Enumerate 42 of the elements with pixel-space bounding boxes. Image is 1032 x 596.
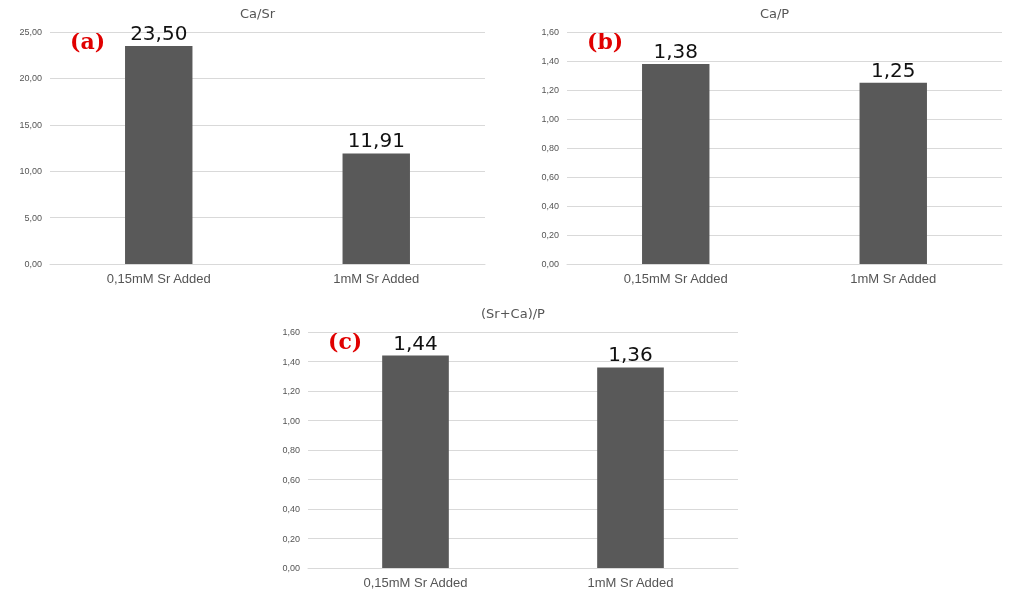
y-tick-label: 5,00 [24,212,42,223]
y-tick-label: 20,00 [19,73,42,84]
y-tick-label: 0,20 [541,230,559,240]
data-label: 11,91 [347,128,405,153]
x-tick-label: 0,15mM Sr Added [106,271,211,286]
x-tick-label: 1mM Sr Added [333,271,420,286]
data-label: 1,25 [870,57,916,82]
y-tick-label: 1,00 [282,415,300,426]
y-tick-label: 15,00 [19,119,42,130]
y-tick-label: 0,80 [541,143,559,153]
y-tick-label: 0,00 [541,259,559,269]
chart-title: Ca/P [759,6,790,21]
y-tick-label: 0,00 [282,563,300,573]
y-tick-label: 0,40 [282,504,300,514]
y-tick-label: 1,40 [541,56,559,66]
chart-title: Ca/Sr [239,6,276,21]
data-label: 1,44 [393,330,438,355]
data-label: 1,38 [653,38,699,63]
y-tick-label: 0,20 [282,533,300,544]
x-tick-label: 0,15mM Sr Added [363,575,468,590]
x-tick-label: 1mM Sr Added [850,271,937,286]
x-tick-label: 0,15mM Sr Added [623,271,728,286]
y-tick-label: 1,60 [541,27,559,37]
y-tick-label: 0,80 [282,445,300,455]
data-label: 23,50 [130,20,188,45]
y-tick-label: 1,60 [282,327,300,337]
x-tick-label: 1mM Sr Added [587,575,674,590]
chart-title: (Sr+Ca)/P [481,306,546,321]
y-tick-label: 1,40 [282,356,300,367]
y-tick-label: 1,20 [282,386,300,396]
y-tick-label: 1,20 [541,85,559,95]
annotation: (a) [70,28,106,54]
y-tick-label: 10,00 [19,166,42,177]
y-tick-label: 0,60 [282,474,300,485]
annotation: (c) [328,328,363,354]
data-label: 1,36 [608,342,653,367]
y-tick-label: 0,40 [541,201,559,211]
y-tick-label: 25,00 [19,27,42,37]
y-tick-label: 0,00 [24,259,42,269]
y-tick-label: 0,60 [541,172,559,182]
y-tick-label: 1,00 [541,114,559,124]
annotation: (b) [587,28,624,54]
